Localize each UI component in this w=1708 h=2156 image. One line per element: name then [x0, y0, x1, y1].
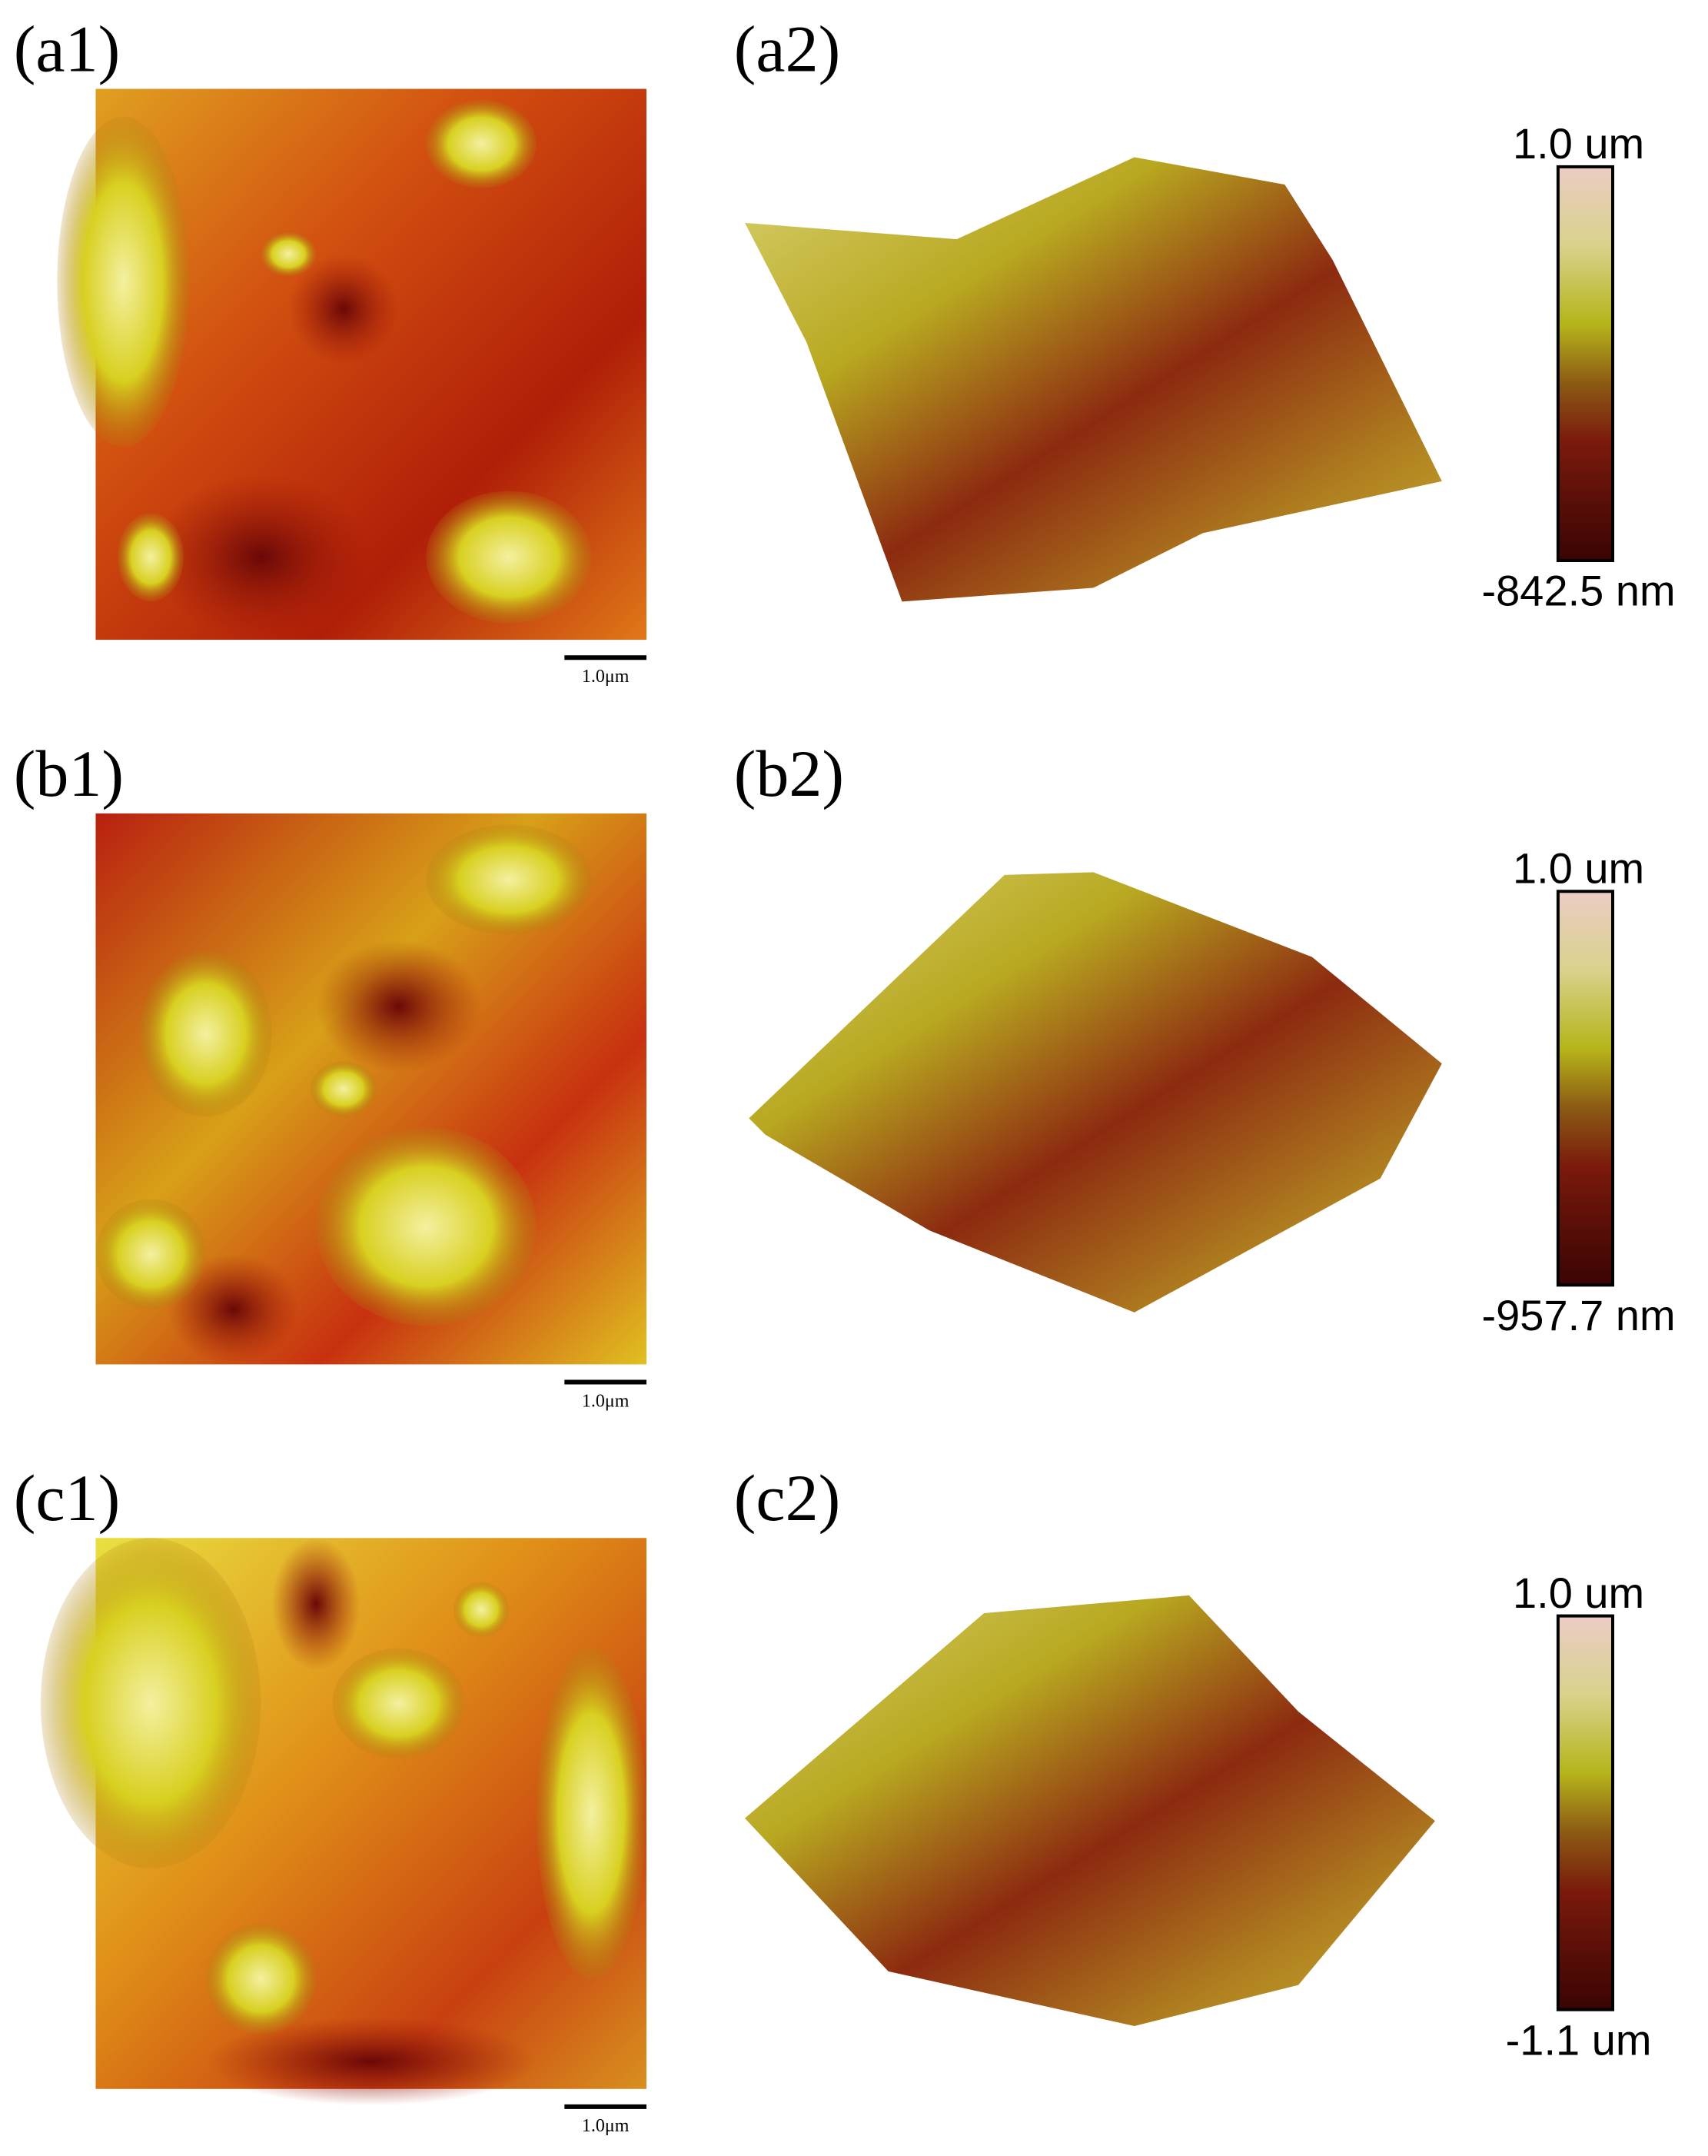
- panel-label: (c2): [734, 1461, 840, 1535]
- afm-3d-surface: [745, 157, 1442, 602]
- pit: [288, 254, 399, 364]
- panel-label: (b1): [14, 737, 124, 810]
- grain: [426, 491, 592, 624]
- pit: [167, 1254, 300, 1365]
- scale-bar-label: 1.0μm: [582, 1392, 630, 1412]
- pit: [271, 1538, 361, 1671]
- colorbar-min: -957.7 nm: [1482, 1291, 1676, 1339]
- colorbar-max: 1.0 um: [1513, 1569, 1644, 1617]
- colorbar-max: 1.0 um: [1513, 119, 1644, 168]
- grain: [536, 1648, 646, 1979]
- grain: [95, 1199, 206, 1309]
- panel-label: (a1): [14, 12, 120, 85]
- grain: [118, 513, 184, 601]
- grain: [205, 1923, 317, 2035]
- grain: [454, 1582, 509, 1638]
- grain: [40, 1538, 261, 1869]
- grain: [310, 1061, 377, 1117]
- grain: [316, 1127, 537, 1326]
- pit: [316, 940, 482, 1073]
- grain: [261, 231, 317, 277]
- colorbar-max: 1.0 um: [1513, 844, 1644, 893]
- grain: [332, 1648, 465, 1758]
- panel-label: (a2): [734, 12, 840, 85]
- grain: [139, 951, 272, 1117]
- colorbar: [1556, 1614, 1615, 2011]
- afm-3d-surface: [745, 1595, 1435, 2026]
- pit: [205, 2017, 537, 2106]
- colorbar: [1556, 165, 1615, 562]
- colorbar: [1556, 890, 1615, 1287]
- pit: [151, 474, 371, 640]
- panel-label: (c1): [14, 1461, 120, 1535]
- colorbar-min: -1.1 um: [1506, 2015, 1652, 2064]
- scale-bar-label: 1.0μm: [582, 667, 630, 687]
- grain: [426, 824, 592, 935]
- scale-bar-label: 1.0μm: [582, 2116, 630, 2136]
- afm-3d-surface: [749, 872, 1442, 1313]
- colorbar-min: -842.5 nm: [1482, 567, 1676, 615]
- grain: [426, 99, 537, 188]
- grain: [57, 116, 190, 448]
- panel-label: (b2): [734, 737, 844, 810]
